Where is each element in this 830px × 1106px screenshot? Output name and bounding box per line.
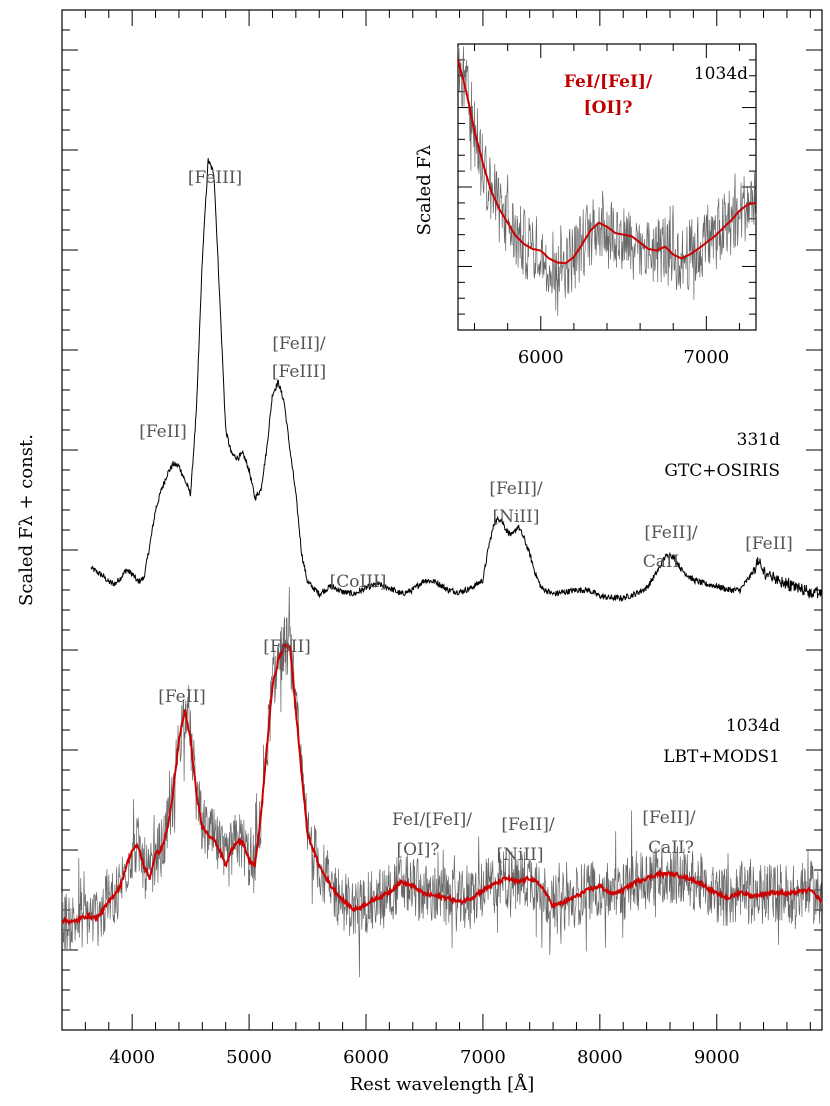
main-traces [61, 158, 823, 978]
inset-annotation-line1: FeI/[FeI]/ [564, 72, 653, 92]
line-label: [FeII]/ [501, 815, 555, 835]
x-axis-title: Rest wavelength [Å] [350, 1073, 534, 1095]
line-label: [FeII]/ [489, 479, 543, 499]
main-axis-ticks: 4000 5000 6000 7000 8000 9000 [61, 10, 822, 1068]
line-label: CaII [643, 552, 680, 572]
line-annotations: [FeIII] [FeII] [FeII]/ [FeIII] [CoIII] [FeII]… [139, 168, 793, 865]
inset-epoch-label: 1034d [694, 64, 748, 84]
main-plot-frame [61, 9, 823, 1031]
inset-axis-ticks: 6000 7000 [458, 44, 756, 368]
x-tick-label: 5000 [226, 1047, 272, 1068]
inset-smoothed-line [457, 59, 757, 265]
inset-traces [457, 46, 757, 316]
line-label: [FeII] [263, 637, 311, 657]
x-tick-label: 4000 [109, 1047, 155, 1068]
line-label: [FeII] [139, 422, 187, 442]
spectrum-331d-line [90, 158, 823, 602]
x-tick-label: 8000 [577, 1047, 623, 1068]
line-label: [NiII] [496, 845, 543, 865]
line-label: [FeII] [158, 687, 206, 707]
inset-x-tick-label: 7000 [683, 347, 729, 368]
line-label: CaII? [648, 838, 694, 858]
line-label: [NiII] [492, 507, 539, 527]
inset-x-tick-label: 6000 [518, 347, 564, 368]
line-label: [CoIII] [330, 572, 387, 592]
spectrum-1034d-raw-line [61, 586, 823, 978]
inset-raw-line [457, 46, 757, 316]
epoch-label-331d: 331d [737, 430, 780, 450]
line-label: [FeIII] [188, 168, 242, 188]
line-label: [FeII] [745, 534, 793, 554]
instrument-label-lbt: LBT+MODS1 [663, 747, 780, 767]
line-label: [OI]? [396, 840, 439, 860]
spectrum-1034d-smoothed-line [61, 642, 823, 926]
instrument-label-gtc: GTC+OSIRIS [664, 461, 780, 481]
inset-annotation-line2: [OI]? [584, 98, 633, 118]
line-label: FeI/[FeI]/ [392, 810, 472, 830]
x-tick-label: 7000 [460, 1047, 506, 1068]
line-label: [FeIII] [272, 362, 326, 382]
x-tick-label: 6000 [343, 1047, 389, 1068]
epoch-label-1034d: 1034d [726, 716, 780, 736]
y-axis-title: Scaled Fλ + const. [16, 434, 37, 606]
inset-y-axis-title: Scaled Fλ [414, 145, 435, 236]
x-tick-label: 9000 [694, 1047, 740, 1068]
line-label: [FeII]/ [642, 808, 696, 828]
line-label: [FeII]/ [644, 523, 698, 543]
line-label: [FeII]/ [272, 334, 326, 354]
